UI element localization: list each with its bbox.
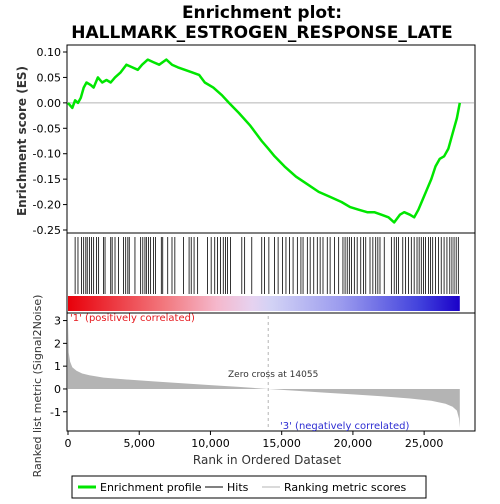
es-layer bbox=[67, 58, 474, 224]
es-y-tick-label: -0.10 bbox=[33, 148, 61, 161]
es-profile-line bbox=[67, 58, 462, 224]
x-tick-label: 10,000 bbox=[191, 437, 230, 450]
es-y-tick-label: 0.00 bbox=[37, 97, 62, 110]
es-y-tick-label: 0.05 bbox=[37, 71, 62, 84]
x-tick-label: 5,000 bbox=[123, 437, 155, 450]
es-y-tick-label: 0.10 bbox=[37, 46, 62, 59]
x-tick-label: 20,000 bbox=[334, 437, 373, 450]
es-y-tick-label: -0.05 bbox=[33, 122, 61, 135]
x-tick-label: 15,000 bbox=[262, 437, 301, 450]
zero-cross-label: Zero cross at 14055 bbox=[228, 370, 318, 380]
metric-y-tick-label: 0 bbox=[54, 383, 61, 396]
legend-box bbox=[71, 475, 427, 499]
legend-metric-label: Ranking metric scores bbox=[284, 481, 406, 494]
chart-title-line2: HALLMARK_ESTROGEN_RESPONSE_LATE bbox=[71, 23, 453, 43]
hits-layer bbox=[74, 237, 459, 294]
x-tick-label: 25,000 bbox=[405, 437, 444, 450]
chart-title-line1: Enrichment plot: bbox=[182, 3, 342, 23]
metric-layer bbox=[68, 316, 460, 430]
neg-correlated-label: '3' (negatively correlated) bbox=[280, 421, 409, 432]
axis-layer: 0.10 0.05 0.00 -0.05 -0.10 -0.15 -0.20 -0.25 3 2 1… bbox=[33, 46, 444, 450]
pos-correlated-label: '1' (positively correlated) bbox=[70, 313, 195, 324]
x-axis-label: Rank in Ordered Dataset bbox=[193, 453, 341, 467]
metric-y-tick-label: 1 bbox=[54, 360, 61, 373]
metric-y-axis-label: Ranked list metric (Signal2Noise) bbox=[31, 295, 44, 478]
legend-hits-label: Hits bbox=[227, 481, 249, 494]
es-panel-frame bbox=[66, 44, 476, 234]
metric-y-tick-label: -1 bbox=[50, 406, 61, 419]
x-tick-label: 0 bbox=[65, 437, 72, 450]
metric-y-tick-label: 2 bbox=[54, 337, 61, 350]
metric-panel-frame bbox=[66, 312, 476, 432]
rank-color-bar bbox=[68, 296, 460, 311]
es-y-tick-label: -0.15 bbox=[33, 173, 61, 186]
es-y-tick-label: -0.25 bbox=[33, 224, 61, 237]
es-y-axis-label: Enrichment score (ES) bbox=[15, 66, 29, 216]
legend-es-label: Enrichment profile bbox=[100, 481, 202, 494]
es-y-tick-label: -0.20 bbox=[33, 199, 61, 212]
metric-y-tick-label: 3 bbox=[54, 315, 61, 328]
